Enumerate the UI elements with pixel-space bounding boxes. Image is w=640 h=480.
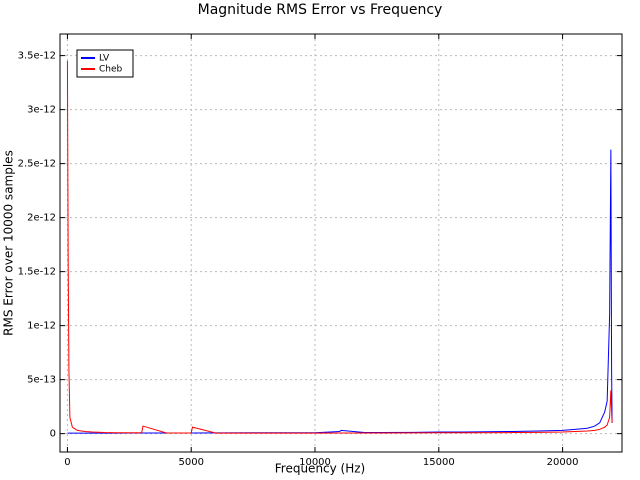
y-tick-label: 1e-12 bbox=[27, 321, 56, 332]
legend-label: LV bbox=[99, 54, 110, 64]
legend-box bbox=[76, 49, 134, 78]
y-tick-label: 5e-13 bbox=[27, 375, 56, 386]
x-tick-label: 20000 bbox=[547, 457, 579, 468]
y-axis-label: RMS Error over 10000 samples bbox=[2, 150, 16, 336]
y-tick-label: 1.5e-12 bbox=[18, 267, 56, 278]
x-tick-label: 0 bbox=[64, 457, 70, 468]
y-tick-label: 3.5e-12 bbox=[18, 51, 56, 62]
y-tick-label: 2.5e-12 bbox=[18, 159, 56, 170]
x-axis-label: Frequency (Hz) bbox=[275, 462, 366, 476]
y-tick-label: 0 bbox=[50, 429, 56, 440]
x-tick-label: 5000 bbox=[178, 457, 203, 468]
legend-label: Cheb bbox=[99, 65, 123, 75]
data-line bbox=[67, 149, 613, 434]
y-tick-label: 3e-12 bbox=[27, 105, 56, 116]
x-tick-label: 10000 bbox=[299, 457, 331, 468]
chart-title: Magnitude RMS Error vs Frequency bbox=[198, 2, 443, 18]
y-tick-label: 2e-12 bbox=[27, 213, 56, 224]
x-tick-label: 15000 bbox=[423, 457, 455, 468]
data-line bbox=[66, 60, 613, 434]
plot-frame bbox=[59, 33, 623, 453]
